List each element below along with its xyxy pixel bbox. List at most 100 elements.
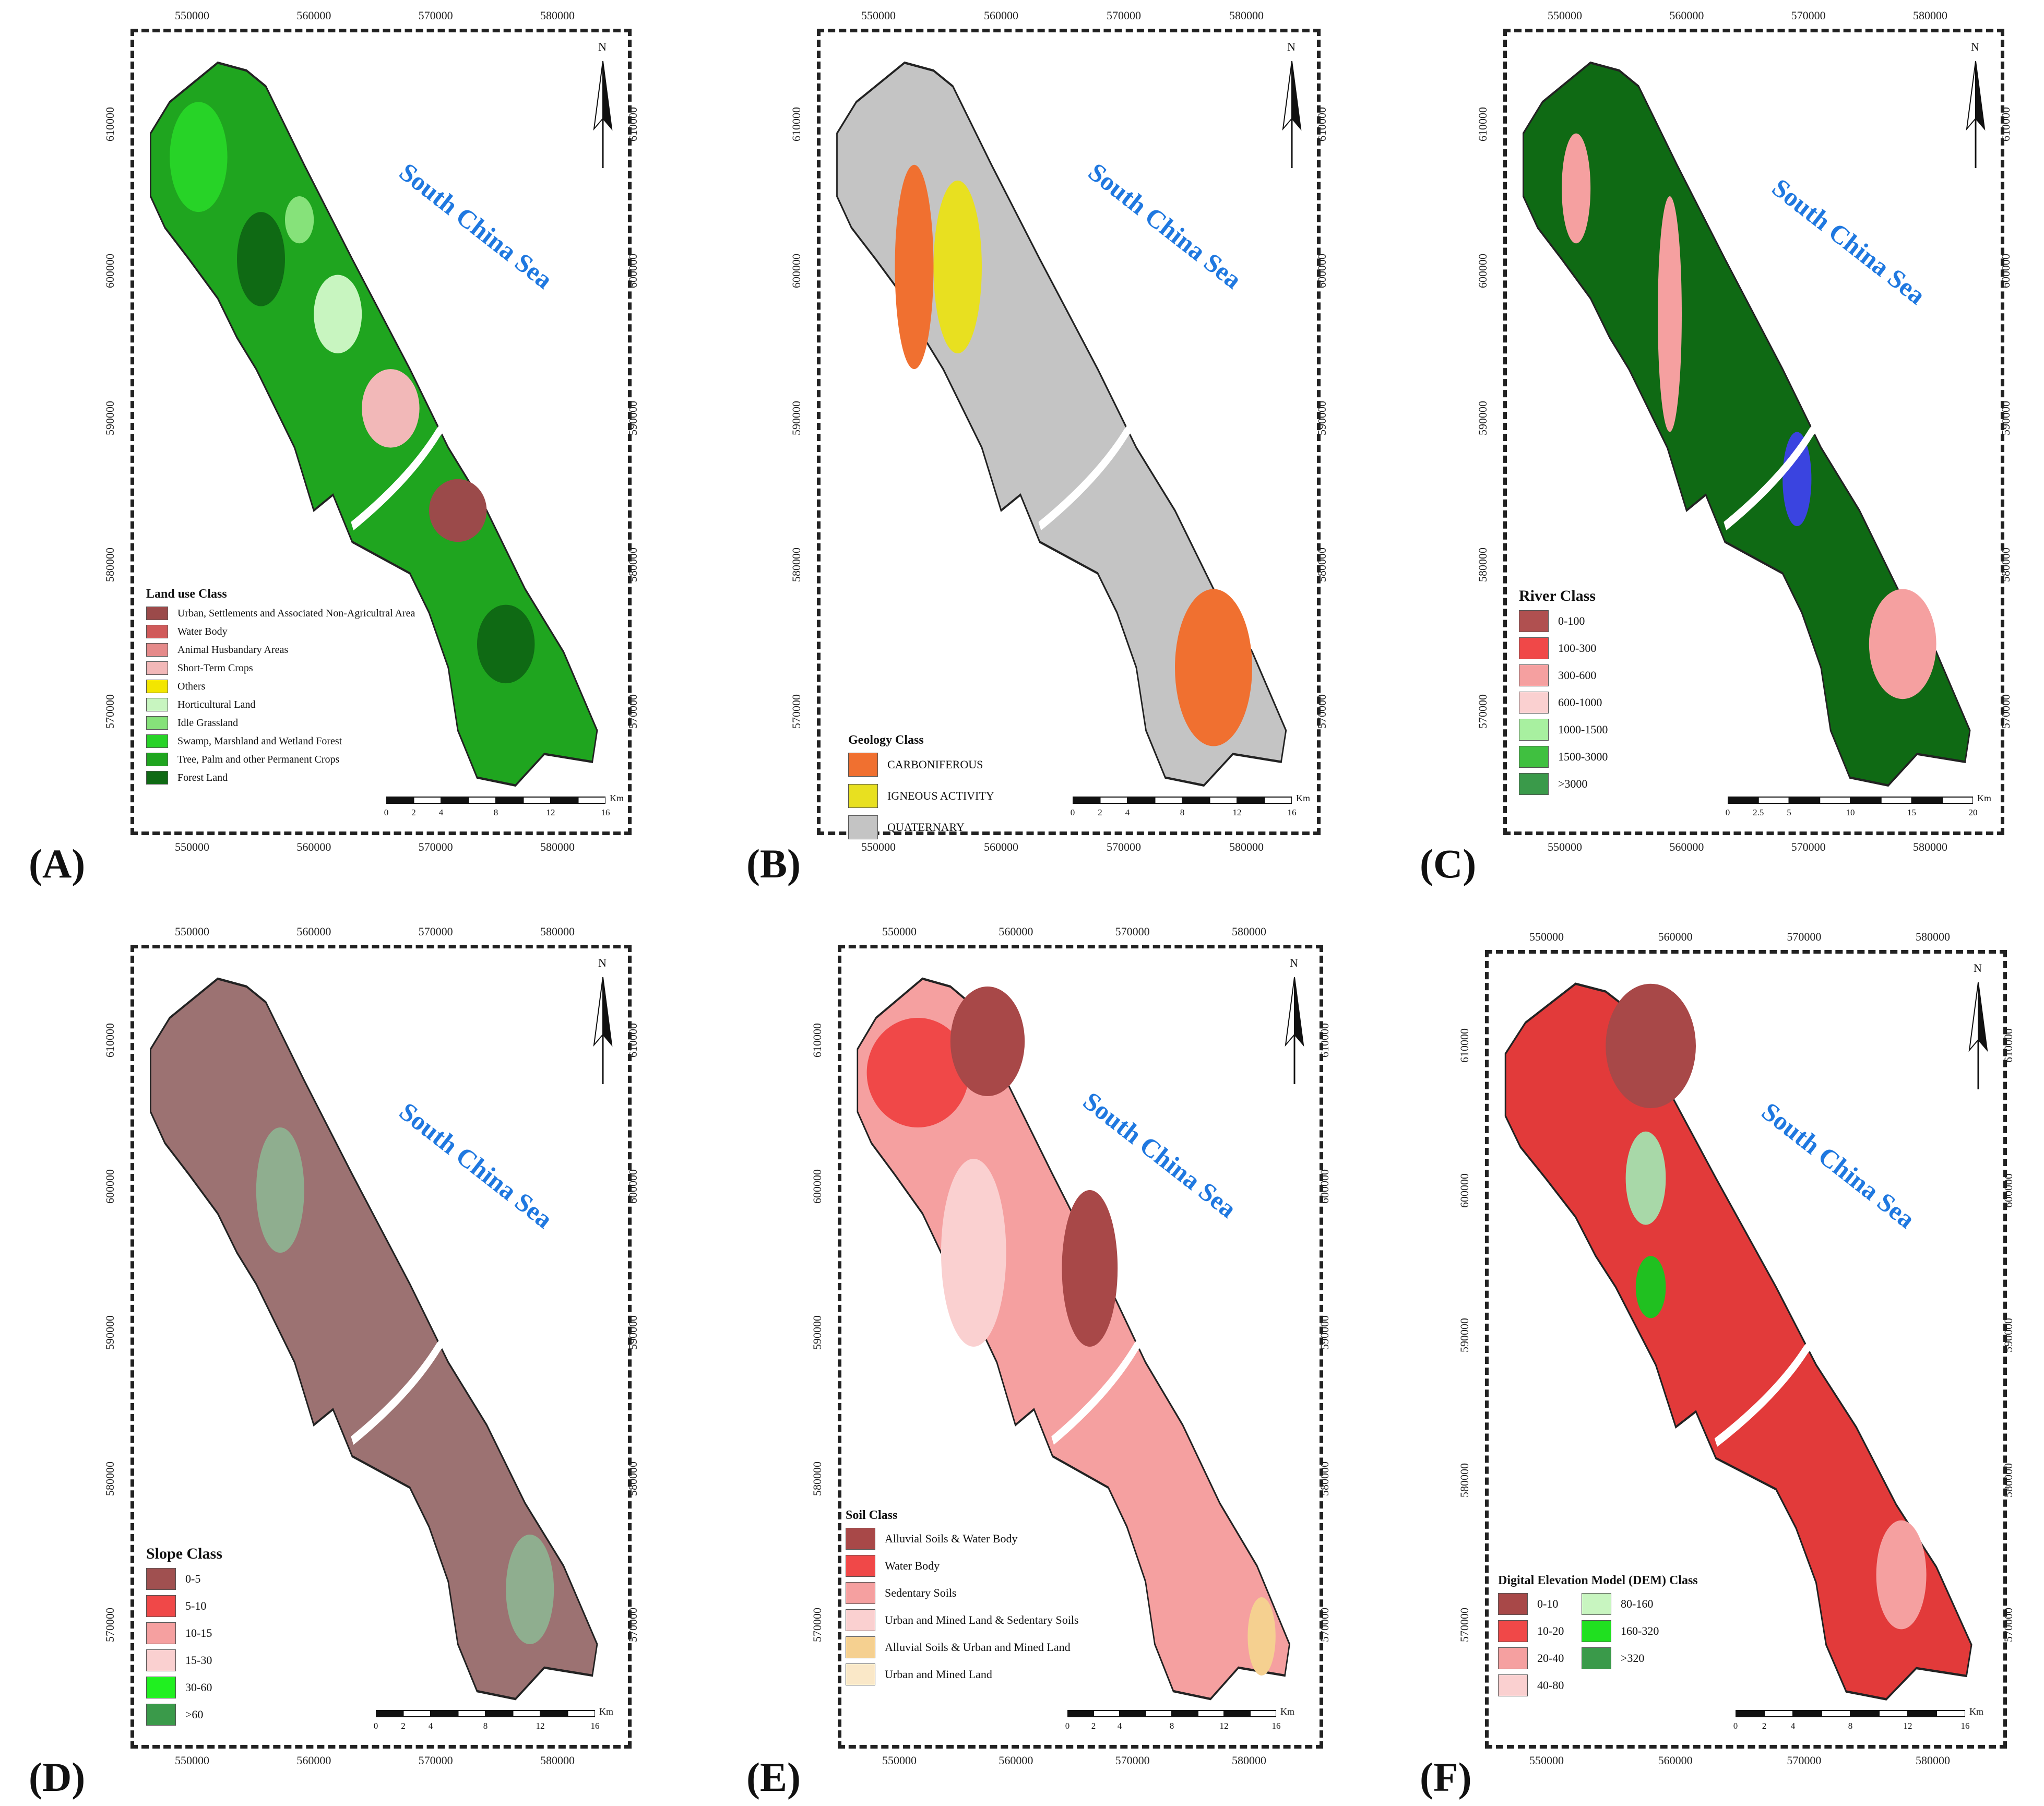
scale-ticks: 0 2 4 8 12 16 (384, 807, 610, 823)
y-tick-label: 610000 (626, 1023, 639, 1058)
scale-tick-label: 4 (1117, 1721, 1122, 1731)
map-area (150, 977, 598, 1701)
legend-swatch (146, 680, 168, 693)
x-tick-label: 580000 (1913, 9, 1947, 22)
river-channel (1051, 1333, 1176, 1445)
legend-item-label: 0-5 (185, 1572, 201, 1585)
scale-bar: 0 2 4 8 12 16 Km (1065, 1706, 1294, 1737)
scale-unit: Km (1280, 1706, 1294, 1717)
y-tick-label: 570000 (790, 694, 803, 729)
y-tick-label: 570000 (1458, 1608, 1471, 1642)
legend-swatch (848, 815, 878, 839)
x-tick-label: 550000 (175, 840, 209, 853)
legend-swatch (1519, 719, 1549, 741)
y-tick-label: 600000 (811, 1169, 824, 1204)
class-patch (866, 1018, 969, 1127)
x-tick-label: 550000 (1548, 840, 1582, 853)
class-patch (1562, 133, 1591, 244)
x-tick-label: 560000 (1658, 1754, 1693, 1767)
legend-item: Idle Grassland (146, 716, 415, 730)
map-area (857, 977, 1290, 1701)
class-patch (1658, 196, 1682, 432)
legend-item: 20-40 (1498, 1647, 1576, 1669)
legend-swatch (146, 1568, 176, 1590)
legend: Digital Elevation Model (DEM) Class 0-10 8… (1498, 1574, 1698, 1702)
legend-item: QUATERNARY (848, 815, 994, 839)
legend-item: 0-10 (1498, 1593, 1576, 1615)
scale-ticks: 0 2 4 8 12 16 (1065, 1721, 1281, 1737)
legend-swatch (846, 1528, 875, 1550)
legend-item-label: Others (177, 680, 206, 692)
scale-tick-label: 0 (1070, 807, 1075, 817)
x-tick-label: 560000 (999, 925, 1033, 938)
north-arrow-icon: N (1963, 40, 1989, 171)
scale-tick-label: 16 (601, 807, 610, 817)
legend: Slope Class 0-5 5-10 10-15 15-30 30-60 >60 (146, 1545, 222, 1731)
x-tick-label: 570000 (418, 1754, 453, 1767)
y-tick-label: 570000 (1318, 1608, 1331, 1642)
legend-swatch (1498, 1593, 1528, 1615)
scale-bar: 0 2 4 8 12 16 Km (384, 793, 624, 823)
x-tick-label: 550000 (861, 840, 896, 853)
legend-item-label: 15-30 (185, 1654, 212, 1667)
legend-item: Urban, Settlements and Associated Non-Ag… (146, 607, 415, 620)
legend-items: Alluvial Soils & Water Body Water Body Sed… (846, 1528, 1079, 1685)
scale-unit: Km (1977, 793, 1991, 803)
legend-item: 30-60 (146, 1677, 222, 1698)
map-area (150, 61, 598, 787)
x-tick-label: 550000 (175, 9, 209, 22)
legend-swatch (146, 661, 168, 675)
legend-item: Swamp, Marshland and Wetland Forest (146, 734, 415, 748)
y-tick-label: 580000 (790, 547, 803, 582)
y-tick-label: 580000 (103, 1462, 116, 1496)
legend: Soil Class Alluvial Soils & Water Body Wat… (846, 1508, 1079, 1691)
map-area (836, 61, 1287, 787)
legend-items: 0-5 5-10 10-15 15-30 30-60 >60 (146, 1568, 222, 1726)
scale-tick-label: 4 (428, 1721, 433, 1731)
scale-tick-label: 8 (1848, 1721, 1853, 1731)
y-tick-label: 590000 (103, 400, 116, 435)
legend-swatch (1498, 1620, 1528, 1642)
y-tick-label: 570000 (1315, 694, 1328, 729)
x-tick-label: 560000 (999, 1754, 1033, 1767)
x-tick-label: 560000 (296, 9, 331, 22)
legend-item-label: Urban and Mined Land (885, 1668, 992, 1681)
y-tick-label: 600000 (103, 1169, 116, 1204)
y-tick-label: 580000 (1315, 547, 1328, 582)
legend-item-label: 160-320 (1621, 1624, 1659, 1637)
y-tick-label: 600000 (626, 254, 639, 289)
scale-tick-label: 5 (1787, 807, 1791, 817)
legend-item-label: 40-80 (1537, 1679, 1564, 1692)
legend-swatch (848, 753, 878, 777)
legend-item: >320 (1582, 1647, 1660, 1669)
legend-item: 100-300 (1519, 637, 1608, 659)
y-tick-label: 590000 (1315, 400, 1328, 435)
scale-tick-label: 20 (1968, 807, 1978, 817)
scale-tick-label: 12 (1903, 1721, 1912, 1731)
class-patch (506, 1535, 554, 1644)
legend-items: 0-10 80-160 10-20 160-320 20-40 >320 40-80 (1498, 1593, 1698, 1702)
x-tick-label: 560000 (1658, 930, 1693, 943)
legend-item-label: 300-600 (1558, 669, 1597, 682)
north-arrow-icon: N (590, 956, 616, 1087)
scale-tick-label: 2 (411, 807, 416, 817)
legend-item-label: >60 (185, 1708, 204, 1721)
scale-unit: Km (1296, 793, 1310, 803)
legend-item: 80-160 (1582, 1593, 1660, 1615)
scale-tick-label: 16 (1271, 1721, 1281, 1731)
river-channel (1038, 418, 1168, 531)
legend-item-label: Animal Husbandary Areas (177, 644, 289, 656)
legend-swatch (1519, 610, 1549, 632)
legend-item: Water Body (146, 625, 415, 638)
legend-swatch (846, 1609, 875, 1631)
x-tick-label: 580000 (1916, 1754, 1950, 1767)
legend-swatch (146, 1704, 176, 1726)
legend-item-label: Horticultural Land (177, 698, 256, 710)
legend-item-label: >320 (1621, 1651, 1645, 1665)
legend-item: Others (146, 680, 415, 693)
panel-label: (A) (29, 841, 86, 886)
x-tick-label: 550000 (1529, 930, 1564, 943)
legend-item: 15-30 (146, 1649, 222, 1671)
legend-item: 160-320 (1582, 1620, 1660, 1642)
x-tick-label: 550000 (882, 925, 917, 938)
